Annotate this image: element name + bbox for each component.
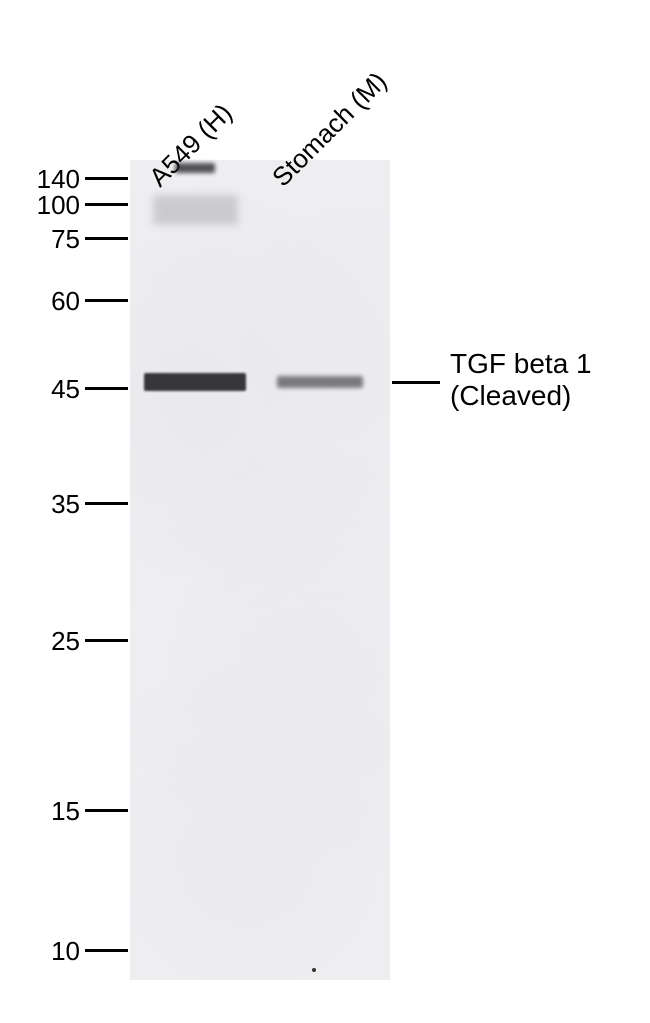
- mw-marker-label: 15: [20, 796, 80, 827]
- protein-band: [144, 373, 246, 391]
- mw-marker-tick: [85, 299, 128, 302]
- mw-marker-label: 25: [20, 626, 80, 657]
- artifact-dot: [312, 968, 316, 972]
- mw-marker-label: 100: [20, 190, 80, 221]
- blot-membrane: [130, 160, 390, 980]
- mw-marker-tick: [85, 502, 128, 505]
- protein-band: [277, 376, 363, 388]
- protein-band: [175, 163, 215, 173]
- mw-marker-tick: [85, 177, 128, 180]
- mw-marker-tick: [85, 949, 128, 952]
- protein-band: [153, 195, 238, 225]
- mw-marker-tick: [85, 203, 128, 206]
- mw-marker-label: 10: [20, 936, 80, 967]
- mw-marker-label: 75: [20, 224, 80, 255]
- mw-marker-label: 45: [20, 374, 80, 405]
- target-protein-label: TGF beta 1(Cleaved): [450, 348, 592, 412]
- mw-marker-label: 35: [20, 489, 80, 520]
- mw-marker-tick: [85, 809, 128, 812]
- mw-marker-tick: [85, 387, 128, 390]
- mw-marker-tick: [85, 237, 128, 240]
- target-indicator-tick: [392, 381, 440, 384]
- western-blot-figure: 14010075604535251510A549 (H)Stomach (M)T…: [0, 0, 650, 1023]
- mw-marker-tick: [85, 639, 128, 642]
- mw-marker-label: 60: [20, 286, 80, 317]
